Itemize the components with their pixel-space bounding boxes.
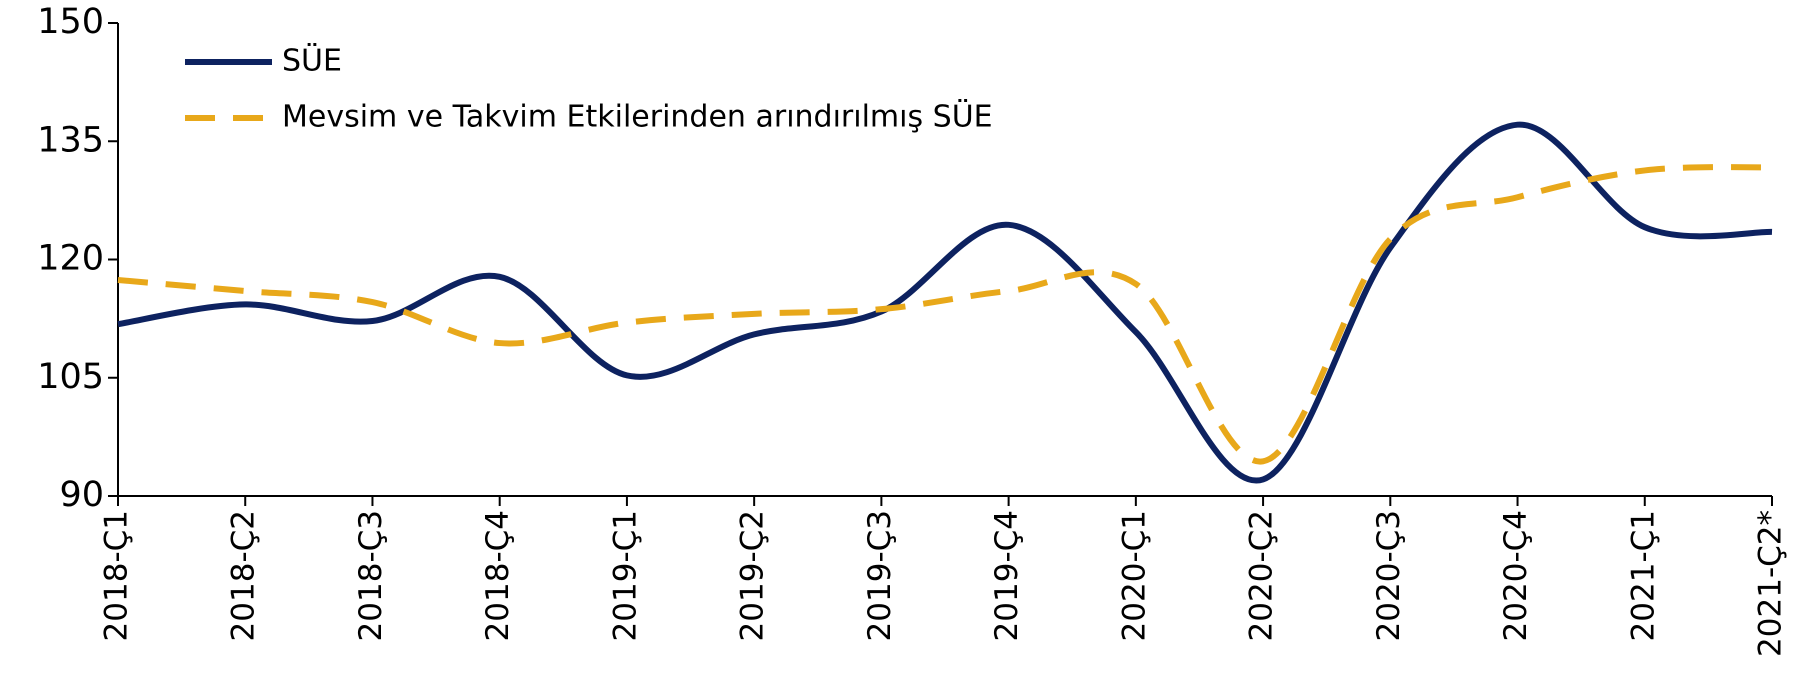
x-tick-label: 2020-Ç1 (1116, 510, 1152, 641)
x-tick-label: 2019-Ç4 (989, 510, 1025, 641)
x-tick-label: 2020-Ç3 (1371, 510, 1407, 641)
x-tick-label: 2019-Ç1 (607, 510, 643, 641)
y-tick-label: 90 (59, 475, 104, 515)
x-tick-label: 2021-Ç2* (1753, 510, 1789, 657)
x-tick-label: 2019-Ç3 (862, 510, 898, 641)
x-tick-label: 2019-Ç2 (735, 510, 771, 641)
legend-label: Mevsim ve Takvim Etkilerinden arındırılm… (282, 99, 993, 135)
x-tick-label: 2020-Ç4 (1498, 510, 1534, 641)
legend-label: SÜE (282, 43, 342, 79)
series-line (117, 164, 1773, 465)
x-tick-label: 2018-Ç1 (99, 510, 135, 641)
x-tick-label: 2018-Ç3 (353, 510, 389, 641)
y-tick-label: 105 (37, 357, 104, 397)
x-tick-label: 2018-Ç4 (480, 510, 516, 641)
x-tick-label: 2018-Ç2 (226, 510, 262, 641)
series-line (117, 121, 1773, 484)
x-tick-label: 2020-Ç2 (1244, 510, 1280, 641)
y-tick-label: 120 (37, 239, 104, 279)
y-tick-label: 150 (37, 2, 104, 42)
x-tick-label: 2021-Ç1 (1625, 510, 1661, 641)
y-tick-label: 135 (37, 120, 104, 160)
